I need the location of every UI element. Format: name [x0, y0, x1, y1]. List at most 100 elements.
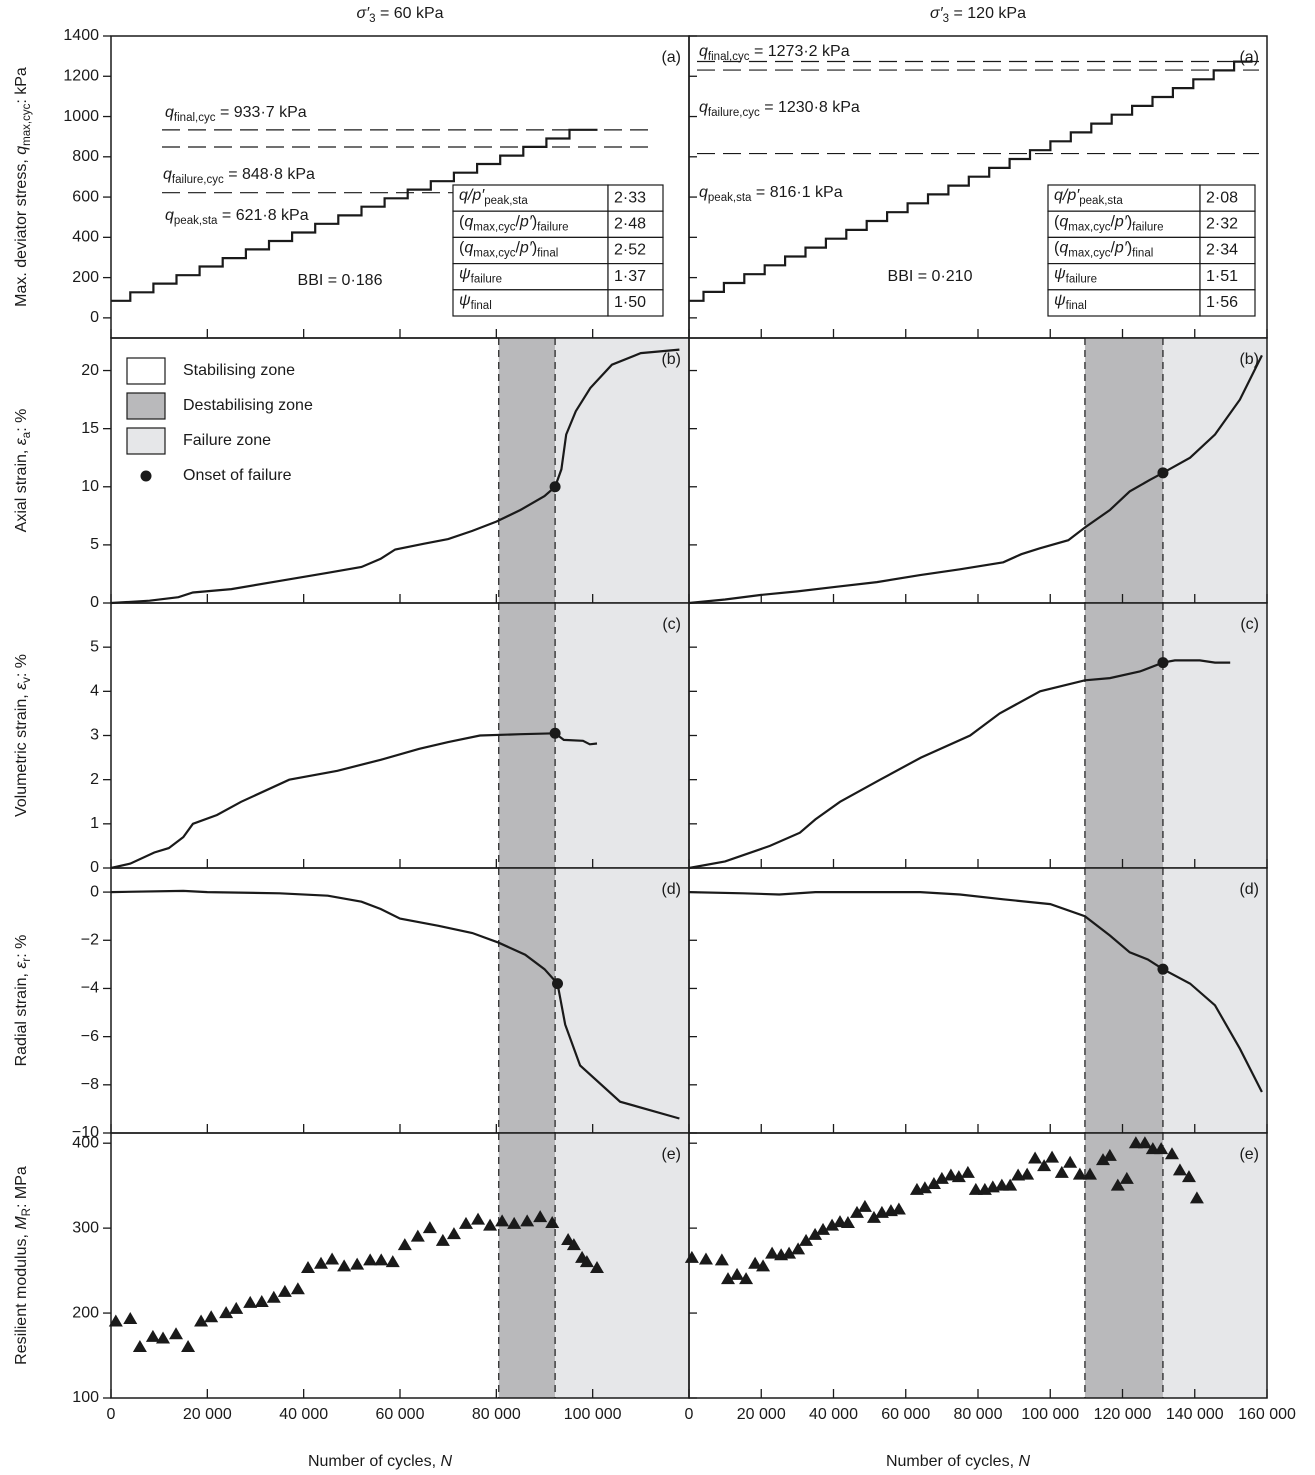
data-point — [337, 1259, 352, 1272]
y-tick-label: −6 — [81, 1028, 99, 1045]
table-label-part: ) — [532, 240, 537, 257]
zone — [498, 338, 556, 603]
x-tick-label: 160 000 — [1238, 1406, 1296, 1423]
table-label-part: ( — [459, 214, 465, 231]
data-point — [1063, 1155, 1078, 1168]
legend-label: Failure zone — [183, 432, 271, 449]
x-tick-label: 0 — [685, 1406, 694, 1423]
table-label-part: max,cyc — [1068, 221, 1110, 233]
y-tick-label: −2 — [81, 931, 99, 948]
x-tick-label: 100 000 — [564, 1406, 622, 1423]
table-label: ψfailure — [1054, 266, 1097, 286]
data-point — [1189, 1191, 1204, 1204]
panel-label: (a) — [1239, 49, 1259, 66]
data-point — [458, 1216, 473, 1229]
y-axis-label-part: v — [21, 677, 33, 683]
data-point — [483, 1218, 498, 1231]
y-axis-label-part: ε — [13, 437, 30, 445]
data-point — [1102, 1148, 1117, 1161]
data-point — [561, 1233, 576, 1246]
table-value: 1·50 — [614, 294, 646, 311]
table-label-part: ( — [459, 240, 465, 257]
column-title-part: σ′ — [356, 5, 370, 22]
y-tick-label: 800 — [72, 148, 99, 165]
reference-label: qfailure,cyc = 1230·8 kPa — [699, 99, 860, 119]
table-label-part: max,cyc — [473, 248, 515, 260]
data-point — [446, 1227, 461, 1240]
table-label: ψfailure — [459, 266, 502, 286]
table-label-part: failure — [1132, 221, 1163, 233]
y-axis-label-part: q — [13, 146, 30, 155]
table-cell — [607, 184, 664, 212]
data-line — [688, 891, 1263, 1093]
x-tick-label: 20 000 — [737, 1406, 786, 1423]
data-point — [495, 1214, 510, 1227]
data-point — [934, 1171, 949, 1184]
y-tick-label: 200 — [72, 269, 99, 286]
y-axis-label-part: : kPa — [13, 67, 30, 104]
y-axis-label: Axial strain, εa: % — [13, 409, 33, 533]
x-tick-label: 80 000 — [954, 1406, 1003, 1423]
legend-swatch — [126, 357, 166, 385]
data-point — [951, 1170, 966, 1183]
y-axis-label-part: : MPa — [13, 1166, 30, 1208]
zone — [555, 338, 689, 603]
reference-label-part: failure,cyc — [708, 107, 760, 119]
table-value: 2·34 — [1206, 242, 1238, 259]
column-title: σ′3 = 60 kPa — [356, 5, 443, 25]
panel-label: (c) — [1240, 616, 1259, 633]
y-tick-label: 400 — [72, 1134, 99, 1151]
zone — [555, 603, 689, 868]
table-label: q/p′peak,sta — [1054, 187, 1123, 207]
legend-swatch — [126, 392, 166, 420]
table-label-part: ) — [532, 214, 537, 231]
data-point — [566, 1238, 581, 1251]
table-cell — [1047, 289, 1201, 317]
y-axis-label: Max. deviator stress, qmax,cyc: kPa — [13, 67, 33, 307]
y-tick-label: 3 — [90, 727, 99, 744]
data-point — [698, 1252, 713, 1265]
data-point — [301, 1261, 316, 1274]
data-point — [156, 1331, 171, 1344]
data-point — [314, 1256, 329, 1269]
table-value: 2·33 — [614, 189, 646, 206]
reference-label-part: q — [699, 43, 708, 60]
data-point — [350, 1257, 365, 1270]
data-point — [799, 1233, 814, 1246]
column-title-part: 3 — [943, 13, 949, 25]
y-axis-label-part: Radial strain, — [13, 969, 30, 1067]
y-tick-label: 600 — [72, 188, 99, 205]
y-tick-label: 20 — [81, 362, 99, 379]
table-label-part: ψ — [459, 292, 471, 309]
data-point — [714, 1253, 729, 1266]
x-axis-label: Number of cycles, N — [886, 1453, 1030, 1470]
reference-label: qpeak,sta = 621·8 kPa — [165, 207, 309, 227]
reference-label-part: final,cyc — [708, 51, 750, 63]
data-point — [748, 1256, 763, 1269]
table-value: 1·37 — [614, 268, 646, 285]
data-point — [277, 1284, 292, 1297]
legend-label: Destabilising zone — [183, 397, 313, 414]
y-tick-label: 100 — [72, 1389, 99, 1406]
data-point — [739, 1272, 754, 1285]
data-point — [1110, 1178, 1125, 1191]
y-tick-label: −4 — [81, 980, 99, 997]
zone — [1162, 868, 1267, 1133]
legend-swatch — [126, 427, 166, 455]
data-point — [363, 1253, 378, 1266]
data-point — [825, 1218, 840, 1231]
data-point — [1181, 1170, 1196, 1183]
y-tick-label: 5 — [90, 536, 99, 553]
y-tick-label: 200 — [72, 1304, 99, 1321]
y-axis-label-part: a — [21, 431, 33, 438]
data-point — [1045, 1150, 1060, 1163]
zone — [1084, 1133, 1163, 1398]
table-cell — [1199, 236, 1256, 265]
y-tick-label: 1400 — [63, 27, 99, 44]
data-point — [1128, 1136, 1143, 1149]
column-title: σ′3 = 120 kPa — [930, 5, 1026, 25]
data-line — [111, 128, 598, 302]
y-tick-label: −10 — [72, 1124, 99, 1141]
